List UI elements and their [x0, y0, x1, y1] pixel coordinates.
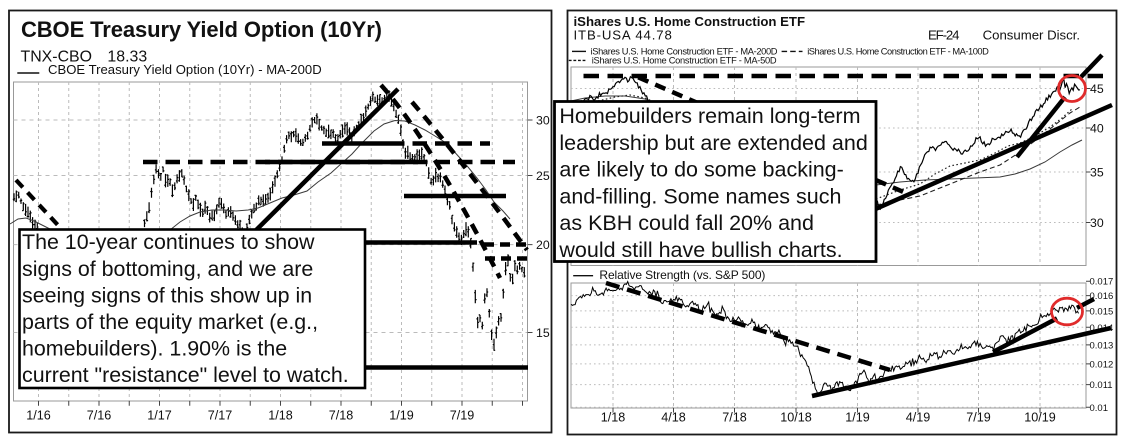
- svg-text:Homebuilders remain long-term: Homebuilders remain long-term: [559, 104, 860, 128]
- svg-text:0.013: 0.013: [1090, 340, 1114, 351]
- svg-text:35: 35: [1090, 165, 1104, 179]
- svg-text:1/17: 1/17: [147, 408, 172, 422]
- svg-text:7/17: 7/17: [208, 408, 233, 422]
- svg-text:and-filling. Some names such: and-filling. Some names such: [559, 184, 841, 208]
- svg-text:7/18: 7/18: [329, 408, 354, 422]
- svg-text:40: 40: [1090, 121, 1104, 135]
- svg-text:18.33: 18.33: [107, 48, 147, 65]
- svg-text:1/16: 1/16: [26, 408, 51, 422]
- svg-text:0.015: 0.015: [1090, 306, 1114, 317]
- svg-text:EF-24: EF-24: [928, 28, 960, 43]
- svg-text:45: 45: [1090, 82, 1104, 96]
- svg-text:0.012: 0.012: [1090, 359, 1114, 370]
- svg-text:0.016: 0.016: [1090, 291, 1114, 302]
- svg-text:iShares U.S. Home Construction: iShares U.S. Home Construction ETF - MA-…: [807, 47, 989, 57]
- svg-text:0.011: 0.011: [1090, 380, 1113, 391]
- svg-text:10/18: 10/18: [780, 411, 812, 425]
- svg-text:as KBH could fall 20% and: as KBH could fall 20% and: [559, 211, 814, 235]
- svg-text:iShares U.S. Home Construction: iShares U.S. Home Construction ETF - MA-…: [591, 47, 778, 57]
- svg-text:Consumer Discr.: Consumer Discr.: [983, 28, 1080, 43]
- svg-text:4/19: 4/19: [906, 411, 931, 425]
- svg-text:leadership but are extended an: leadership but are extended and: [559, 131, 867, 155]
- svg-text:current "resistance" level to: current "resistance" level to watch.: [22, 363, 349, 387]
- svg-text:seeing signs of this show up i: seeing signs of this show up in: [22, 283, 312, 307]
- svg-text:parts of the equity market (e.: parts of the equity market (e.g.,: [22, 310, 318, 334]
- svg-text:ITB-USA 44.78: ITB-USA 44.78: [574, 28, 672, 43]
- svg-text:1/18: 1/18: [268, 408, 293, 422]
- svg-text:iShares U.S. Home Construction: iShares U.S. Home Construction ETF - MA-…: [592, 55, 777, 65]
- svg-text:1/19: 1/19: [845, 411, 870, 425]
- svg-text:10/19: 10/19: [1024, 411, 1056, 425]
- svg-text:4/18: 4/18: [661, 411, 686, 425]
- svg-text:7/19: 7/19: [450, 408, 475, 422]
- svg-text:Relative Strength (vs. S&P 500: Relative Strength (vs. S&P 500): [599, 268, 765, 282]
- svg-text:20: 20: [536, 238, 550, 252]
- svg-text:30: 30: [1090, 216, 1104, 230]
- svg-text:15: 15: [536, 326, 550, 340]
- svg-text:7/19: 7/19: [966, 411, 991, 425]
- svg-text:0.01: 0.01: [1090, 403, 1109, 414]
- svg-text:30: 30: [536, 113, 550, 127]
- svg-text:signs of bottoming, and we are: signs of bottoming, and we are: [22, 257, 313, 281]
- svg-text:would still have bullish chart: would still have bullish charts.: [558, 238, 842, 262]
- svg-text:The 10-year continues to show: The 10-year continues to show: [22, 230, 315, 254]
- svg-text:1/18: 1/18: [601, 411, 626, 425]
- svg-text:CBOE Treasury Yield Option (10: CBOE Treasury Yield Option (10Yr): [21, 17, 382, 42]
- svg-text:7/18: 7/18: [722, 411, 747, 425]
- svg-text:7/16: 7/16: [87, 408, 112, 422]
- svg-text:TNX-CBO: TNX-CBO: [21, 48, 93, 65]
- svg-text:0.017: 0.017: [1090, 277, 1114, 288]
- svg-text:25: 25: [536, 169, 550, 183]
- svg-text:are likely to do some backing-: are likely to do some backing-: [559, 158, 843, 182]
- svg-text:homebuilders). 1.90% is the: homebuilders). 1.90% is the: [22, 336, 287, 360]
- svg-text:CBOE Treasury Yield Option (10: CBOE Treasury Yield Option (10Yr) - MA-2…: [48, 62, 322, 77]
- svg-text:iShares U.S. Home Construction: iShares U.S. Home Construction ETF: [574, 14, 806, 29]
- svg-text:1/19: 1/19: [389, 408, 414, 422]
